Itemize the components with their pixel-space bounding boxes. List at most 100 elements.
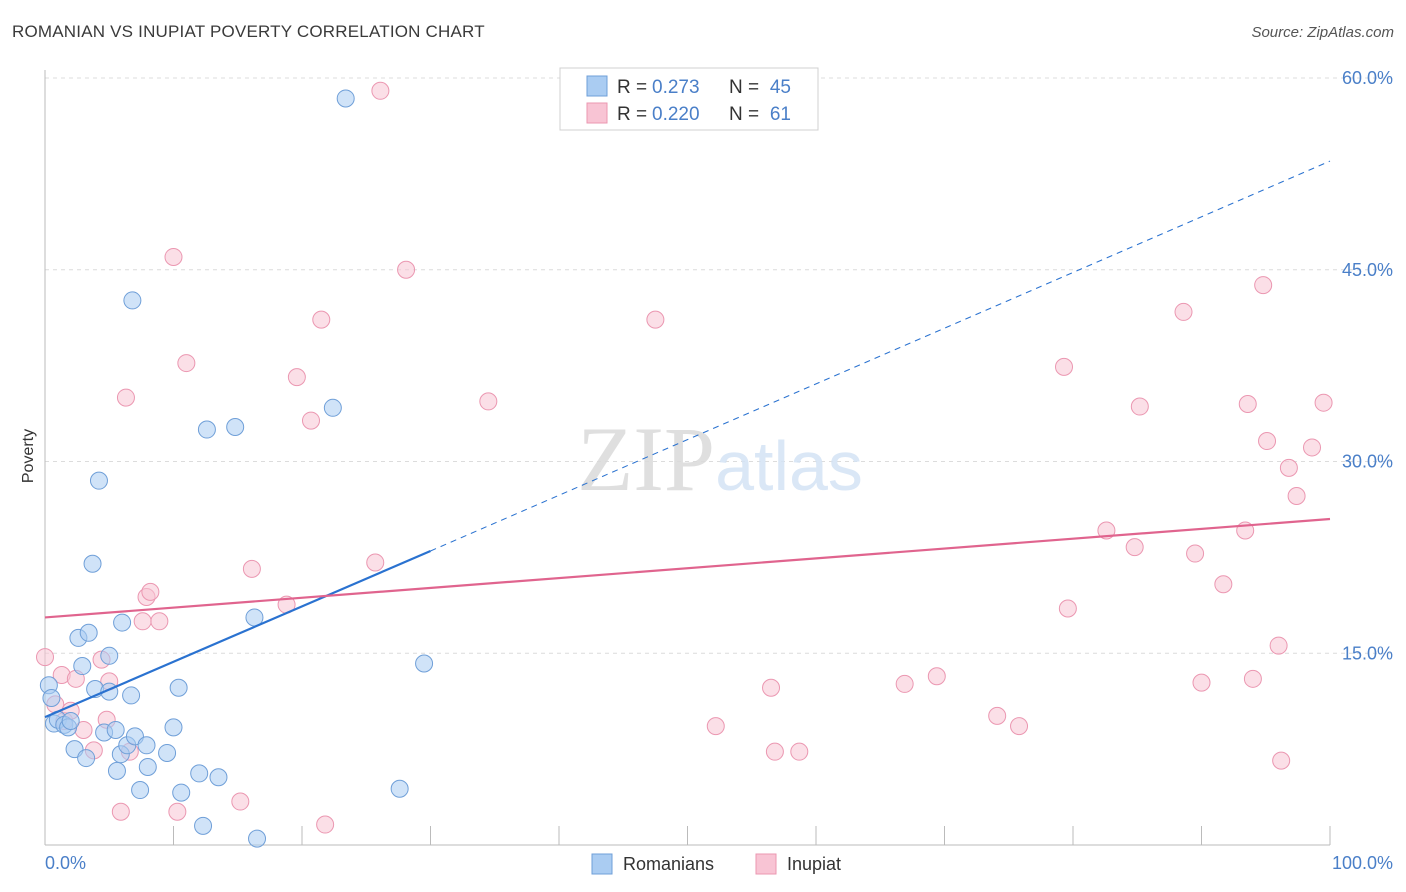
romanians-point <box>158 743 177 762</box>
romanians-point <box>131 781 150 800</box>
romanians-point <box>106 720 125 739</box>
romanians-point <box>390 779 409 798</box>
romanians-point <box>113 613 132 632</box>
inupiat-point <box>371 81 390 100</box>
romanians-point <box>137 736 156 755</box>
inupiat-point <box>1214 575 1233 594</box>
inupiat-trend-line <box>44 517 1331 619</box>
inupiat-point <box>765 742 784 761</box>
inupiat-point <box>1010 717 1029 736</box>
inupiat-point <box>1058 599 1077 618</box>
romanians-trend-line <box>44 549 431 719</box>
inupiat-point <box>1192 673 1211 692</box>
romanians-point <box>172 783 191 802</box>
romanians-point <box>42 688 61 707</box>
r-label: R = <box>617 77 647 98</box>
y-axis-label: Poverty <box>20 429 37 483</box>
inupiat-point <box>1258 432 1277 451</box>
inupiat-point <box>1314 393 1333 412</box>
inupiat-point <box>150 612 169 631</box>
romanians-point <box>83 554 102 573</box>
romanians-point <box>100 646 119 665</box>
romanians-legend-label: Romanians <box>623 854 714 874</box>
inupiat-point <box>1243 669 1262 688</box>
inupiat-point <box>1279 458 1298 477</box>
inupiat-point <box>397 260 416 279</box>
inupiat-point <box>1186 544 1205 563</box>
romanians-point <box>123 291 142 310</box>
stats-legend: R = 0.273 N = 45 R = 0.220 N = 61 <box>559 67 819 131</box>
watermark: ZIPatlas <box>577 408 863 510</box>
inupiat-point <box>366 553 385 572</box>
romanians-point <box>77 749 96 768</box>
romanians-point <box>169 678 188 697</box>
inupiat-point <box>316 815 335 834</box>
romanians-point <box>79 623 98 642</box>
inupiat-point <box>1287 487 1306 506</box>
y-tick-label: 30.0% <box>1342 452 1393 472</box>
inupiat-point <box>762 678 781 697</box>
inupiat-point <box>479 392 498 411</box>
inupiat-point <box>895 674 914 693</box>
n-value: 45 <box>770 77 791 98</box>
inupiat-point <box>287 368 306 387</box>
romanians-point <box>89 471 108 490</box>
chart-title: ROMANIAN VS INUPIAT POVERTY CORRELATION … <box>12 22 485 41</box>
n-value: 61 <box>770 104 791 125</box>
inupiat-point <box>790 742 809 761</box>
inupiat-point <box>231 792 250 811</box>
inupiat-legend-swatch <box>755 853 777 875</box>
inupiat-point <box>1130 397 1149 416</box>
inupiat-point <box>646 310 665 329</box>
inupiat-point <box>706 717 725 736</box>
inupiat-point <box>1272 751 1291 770</box>
n-label: N = <box>729 104 759 125</box>
inupiat-point <box>164 247 183 266</box>
inupiat-point <box>242 559 261 578</box>
r-value: 0.220 <box>652 104 700 125</box>
romanians-point <box>323 398 342 417</box>
n-label: N = <box>729 77 759 98</box>
romanians-point <box>164 718 183 737</box>
romanians-swatch <box>586 75 608 97</box>
romanians-legend-swatch <box>591 853 613 875</box>
inupiat-point <box>1254 276 1273 295</box>
inupiat-point <box>1238 394 1257 413</box>
romanians-point <box>226 417 245 436</box>
romanians-point <box>138 758 157 777</box>
inupiat-point <box>116 388 135 407</box>
romanians-point <box>194 816 213 835</box>
inupiat-point <box>168 802 187 821</box>
chart-source: Source: ZipAtlas.com <box>1251 24 1394 41</box>
inupiat-point <box>133 612 152 631</box>
romanians-point <box>122 686 141 705</box>
inupiat-swatch <box>586 102 608 124</box>
romanians-point <box>248 829 267 848</box>
inupiat-point <box>111 802 130 821</box>
romanians-trend-extension <box>430 160 1331 552</box>
y-tick-label: 45.0% <box>1342 260 1393 280</box>
y-tick-label: 15.0% <box>1342 643 1393 663</box>
x-tick-label: 100.0% <box>1332 853 1393 873</box>
bottom-legend: Romanians Inupiat <box>591 853 841 875</box>
y-tick-label: 60.0% <box>1342 68 1393 88</box>
romanians-point <box>197 420 216 439</box>
inupiat-point <box>312 310 331 329</box>
r-label: R = <box>617 104 647 125</box>
inupiat-point <box>1303 438 1322 457</box>
romanians-point <box>107 761 126 780</box>
romanians-point <box>190 764 209 783</box>
inupiat-point <box>177 354 196 373</box>
inupiat-point <box>1125 538 1144 557</box>
romanians-point <box>415 654 434 673</box>
romanians-point <box>61 712 80 731</box>
inupiat-legend-label: Inupiat <box>787 854 841 874</box>
romanians-point <box>336 89 355 108</box>
inupiat-point <box>36 648 54 667</box>
inupiat-point <box>301 411 320 430</box>
inupiat-point <box>1269 636 1288 655</box>
x-tick-label: 0.0% <box>45 853 86 873</box>
inupiat-point <box>1055 357 1074 376</box>
inupiat-point <box>1174 302 1193 321</box>
